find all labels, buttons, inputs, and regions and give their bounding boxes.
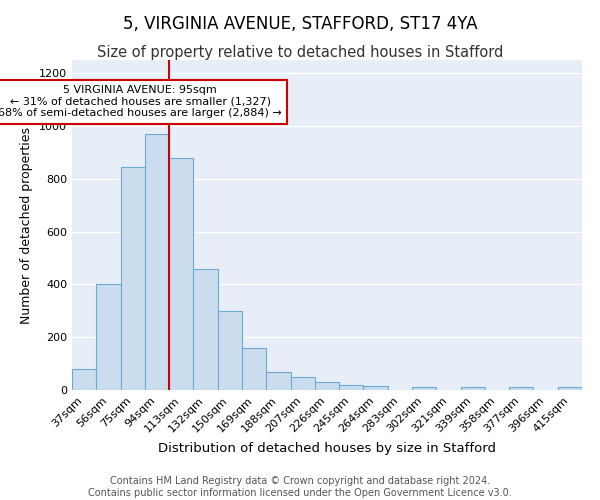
- Bar: [290, 377, 315, 390]
- Text: Size of property relative to detached houses in Stafford: Size of property relative to detached ho…: [97, 45, 503, 60]
- Text: Contains HM Land Registry data © Crown copyright and database right 2024.
Contai: Contains HM Land Registry data © Crown c…: [88, 476, 512, 498]
- Bar: [339, 384, 364, 390]
- Text: 5, VIRGINIA AVENUE, STAFFORD, ST17 4YA: 5, VIRGINIA AVENUE, STAFFORD, ST17 4YA: [123, 15, 477, 33]
- X-axis label: Distribution of detached houses by size in Stafford: Distribution of detached houses by size …: [158, 442, 496, 455]
- Bar: [169, 158, 193, 390]
- Bar: [461, 388, 485, 390]
- Bar: [193, 268, 218, 390]
- Bar: [266, 372, 290, 390]
- Bar: [412, 388, 436, 390]
- Bar: [145, 134, 169, 390]
- Bar: [509, 388, 533, 390]
- Bar: [364, 386, 388, 390]
- Bar: [242, 348, 266, 390]
- Bar: [72, 369, 96, 390]
- Bar: [558, 388, 582, 390]
- Bar: [315, 382, 339, 390]
- Text: 5 VIRGINIA AVENUE: 95sqm
← 31% of detached houses are smaller (1,327)
68% of sem: 5 VIRGINIA AVENUE: 95sqm ← 31% of detach…: [0, 85, 282, 118]
- Y-axis label: Number of detached properties: Number of detached properties: [20, 126, 34, 324]
- Bar: [218, 311, 242, 390]
- Bar: [121, 167, 145, 390]
- Bar: [96, 284, 121, 390]
